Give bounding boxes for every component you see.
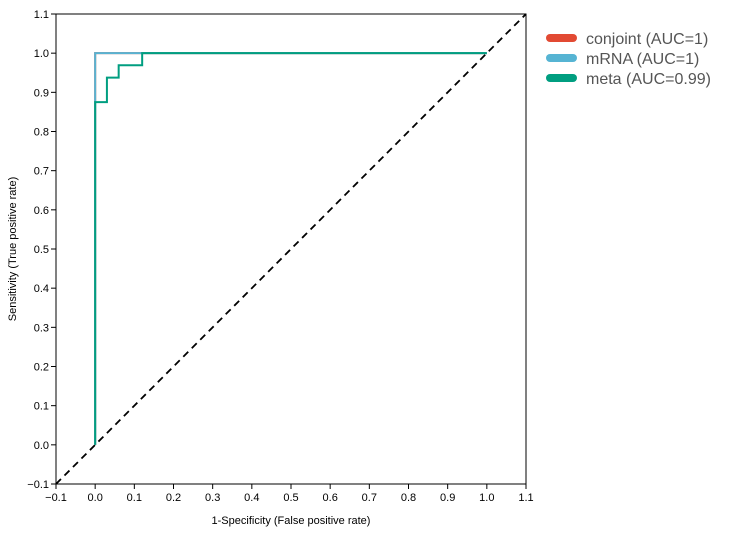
chance-diagonal-line bbox=[55, 13, 527, 485]
y-tick-label: 0.3 bbox=[34, 322, 49, 334]
x-tick-label: 0.9 bbox=[440, 492, 455, 504]
x-tick-label: 0.4 bbox=[244, 492, 259, 504]
x-tick-label: 0.3 bbox=[205, 492, 220, 504]
x-tick-label: 0.5 bbox=[283, 492, 298, 504]
y-tick-label: 0.4 bbox=[34, 283, 49, 295]
legend-label-0: conjoint (AUC=1) bbox=[586, 31, 708, 48]
x-tick-label: 1.1 bbox=[518, 492, 533, 504]
series-line-2 bbox=[94, 52, 487, 445]
x-axis-title: 1-Specificity (False positive rate) bbox=[212, 515, 371, 527]
y-tick-label: 0.6 bbox=[34, 205, 49, 217]
legend-label-1: mRNA (AUC=1) bbox=[586, 51, 699, 68]
y-axis-ticks: −0.1 0.0 0.1 0.2 0.3 0.4 0.5 0.6 0.7 0.8 0.9 1.0 1.1 bbox=[27, 9, 56, 491]
y-tick-label: 0.5 bbox=[34, 244, 49, 256]
y-tick-label: 1.0 bbox=[34, 48, 49, 60]
y-tick-label: 0.9 bbox=[34, 87, 49, 99]
y-tick-label: 0.2 bbox=[34, 362, 49, 374]
x-tick-label: −0.1 bbox=[45, 492, 67, 504]
y-tick-label: −0.1 bbox=[27, 479, 49, 491]
y-tick-label: 1.1 bbox=[34, 9, 49, 21]
x-tick-label: 0.0 bbox=[88, 492, 103, 504]
x-tick-label: 0.8 bbox=[401, 492, 416, 504]
y-tick-label: 0.8 bbox=[34, 127, 49, 139]
x-axis-ticks: −0.1 0.0 0.1 0.2 0.3 0.4 0.5 0.6 0.7 0.8 0.9 1.0 1.1 bbox=[45, 484, 534, 504]
x-tick-label: 0.1 bbox=[127, 492, 142, 504]
y-axis-title: Sensitivity (True positive rate) bbox=[7, 177, 19, 321]
legend: conjoint (AUC=1) mRNA (AUC=1) meta (AUC=0.… bbox=[546, 31, 711, 88]
legend-label-2: meta (AUC=0.99) bbox=[586, 71, 711, 88]
x-tick-label: 0.6 bbox=[323, 492, 338, 504]
y-tick-label: 0.7 bbox=[34, 166, 49, 178]
x-tick-label: 1.0 bbox=[479, 492, 494, 504]
x-tick-label: 0.2 bbox=[166, 492, 181, 504]
y-tick-label: 0.1 bbox=[34, 401, 49, 413]
y-tick-label: 0.0 bbox=[34, 440, 49, 452]
x-tick-label: 0.7 bbox=[362, 492, 377, 504]
plot-content bbox=[55, 13, 527, 485]
